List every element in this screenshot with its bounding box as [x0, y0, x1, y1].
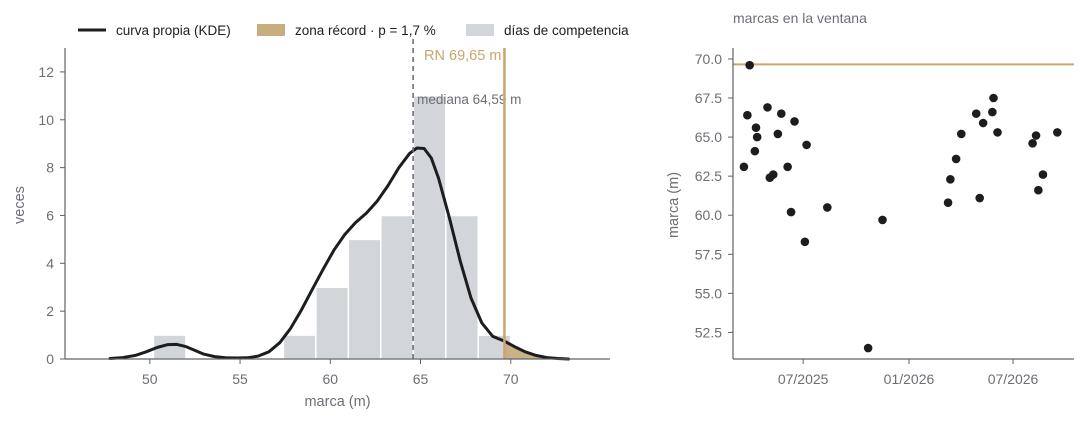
- scatter-point-15: [802, 140, 811, 150]
- scatter-y-tick-label: 65.0: [695, 129, 722, 145]
- histogram-bar-6: [445, 214, 480, 360]
- scatter-point-13: [790, 117, 799, 126]
- scatter-point-19: [943, 198, 953, 208]
- y-tick-label: 6: [46, 207, 54, 223]
- y-tick-label: 0: [46, 351, 54, 367]
- scatter-point-11: [783, 162, 792, 172]
- median-label: mediana 64,59 m: [417, 92, 521, 107]
- scatter-point-28: [993, 128, 1002, 137]
- scatter-point-6: [763, 103, 772, 112]
- scatter-point-2: [745, 60, 754, 70]
- scatter-point-1: [743, 110, 752, 120]
- histogram-kde-chart: mediana 64,59 m RN 69,65 m 50 55 60 65 70 0 2 4 6 8…: [12, 38, 610, 410]
- scatter-point-25: [978, 118, 988, 128]
- histogram-bar-4: [380, 214, 415, 360]
- scatter-point-24: [975, 193, 984, 203]
- scatter-point-32: [1038, 170, 1048, 179]
- scatter-point-23: [971, 109, 981, 118]
- y-axis-label: veces: [12, 186, 28, 224]
- legend-swatch-1: [257, 24, 285, 36]
- scatter-point-4: [751, 123, 761, 133]
- scatter-point-27: [989, 93, 998, 103]
- scatter-y-tick-label: 70.0: [695, 51, 722, 67]
- scatter-title: marcas en la ventana: [733, 10, 867, 26]
- scatter-point-5: [752, 132, 762, 142]
- histogram-bar-2: [315, 286, 350, 360]
- scatter-point-14: [800, 237, 810, 247]
- scatter-point-3: [750, 146, 760, 156]
- scatter-y-tick-label: 67.5: [695, 90, 722, 106]
- scatter-y-tick-label: 57.5: [695, 246, 722, 262]
- kde-curve: [108, 146, 570, 361]
- x-tick-label: 60: [322, 371, 338, 387]
- scatter-point-22: [956, 129, 966, 139]
- scatter-point-18: [878, 215, 887, 225]
- y-tick-label: 12: [38, 64, 54, 80]
- scatter-point-12: [786, 207, 796, 217]
- y-tick-label: 10: [38, 112, 54, 128]
- x-axis-label: marca (m): [304, 394, 370, 410]
- y-tick-label: 8: [46, 160, 54, 176]
- scatter-y-tick-label: 60.0: [695, 207, 722, 223]
- scatter-y-axis-label: marca (m): [666, 172, 682, 238]
- legend-label-2: días de competencia: [504, 23, 629, 38]
- x-tick-label: 50: [142, 371, 158, 387]
- scatter-point-30: [1031, 131, 1041, 140]
- legend-label-0: curva propia (KDE): [116, 23, 231, 38]
- scatter-point-26: [988, 107, 997, 117]
- scatter-point-16: [823, 203, 832, 212]
- legend-swatch-2: [466, 24, 494, 36]
- record-label: RN 69,65 m: [424, 48, 501, 64]
- scatter-point-31: [1034, 185, 1043, 195]
- scatter-y-tick-label: 55.0: [695, 285, 722, 301]
- legend: curva propia (KDE) zona récord · p = 1,7 …: [78, 23, 629, 38]
- scatter-point-17: [863, 343, 873, 353]
- scatter-point-8: [768, 170, 778, 179]
- scatter-point-21: [951, 154, 961, 164]
- x-tick-label: 70: [503, 371, 519, 387]
- y-tick-label: 2: [46, 303, 54, 319]
- scatter-point-9: [773, 129, 783, 139]
- scatter-y-tick-label: 52.5: [695, 324, 722, 340]
- x-tick-label: 65: [413, 371, 429, 387]
- scatter-x-tick-label: 07/2025: [778, 371, 829, 387]
- histogram-bar-3: [347, 238, 382, 360]
- scatter-chart: marcas en la ventana 07/2025 01/2026 07/202…: [666, 10, 1074, 387]
- scatter-point-0: [739, 162, 749, 172]
- scatter-point-20: [946, 174, 955, 184]
- legend-label-1: zona récord · p = 1,7 %: [295, 23, 436, 38]
- scatter-point-10: [777, 109, 786, 118]
- scatter-point-33: [1053, 128, 1062, 137]
- scatter-x-tick-label: 01/2026: [884, 371, 935, 387]
- record-zone-area: [504, 341, 569, 359]
- histogram-bar-5: [412, 95, 447, 360]
- scatter-point-29: [1028, 139, 1037, 148]
- y-tick-label: 4: [46, 255, 54, 271]
- scatter-x-tick-label: 07/2026: [988, 371, 1039, 387]
- histogram-bar-1: [282, 334, 317, 360]
- x-tick-label: 55: [232, 371, 248, 387]
- scatter-y-tick-label: 62.5: [695, 168, 722, 184]
